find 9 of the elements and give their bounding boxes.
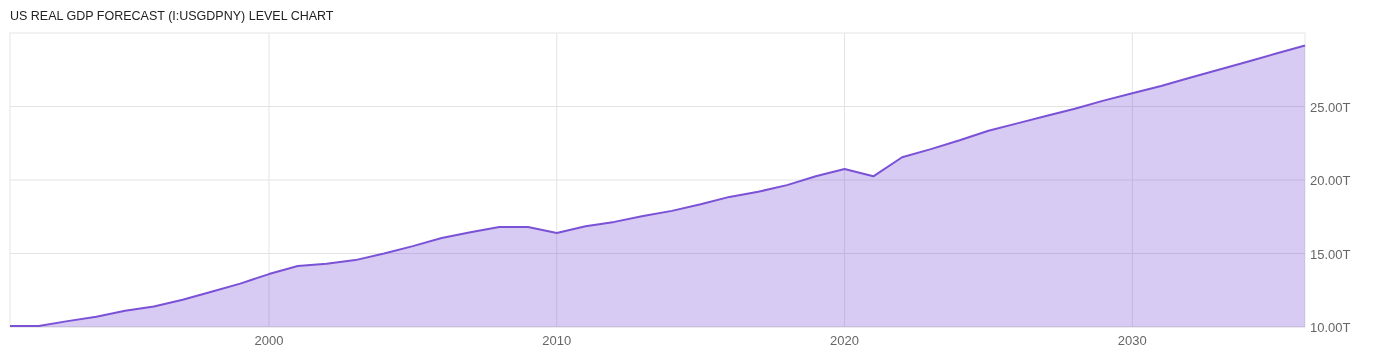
y-tick-label: 10.00T: [1310, 320, 1351, 335]
x-tick-label: 2010: [542, 333, 572, 348]
x-tick-label: 2030: [1117, 333, 1147, 348]
x-tick-label: 2000: [254, 333, 284, 348]
x-tick-label: 2020: [830, 333, 860, 348]
y-tick-label: 25.00T: [1310, 99, 1351, 115]
chart-title: US REAL GDP FORECAST (I:USGDPNY) LEVEL CHART: [10, 9, 334, 23]
y-tick-label: 15.00T: [1310, 246, 1351, 262]
y-tick-label: 20.00T: [1310, 173, 1351, 188]
